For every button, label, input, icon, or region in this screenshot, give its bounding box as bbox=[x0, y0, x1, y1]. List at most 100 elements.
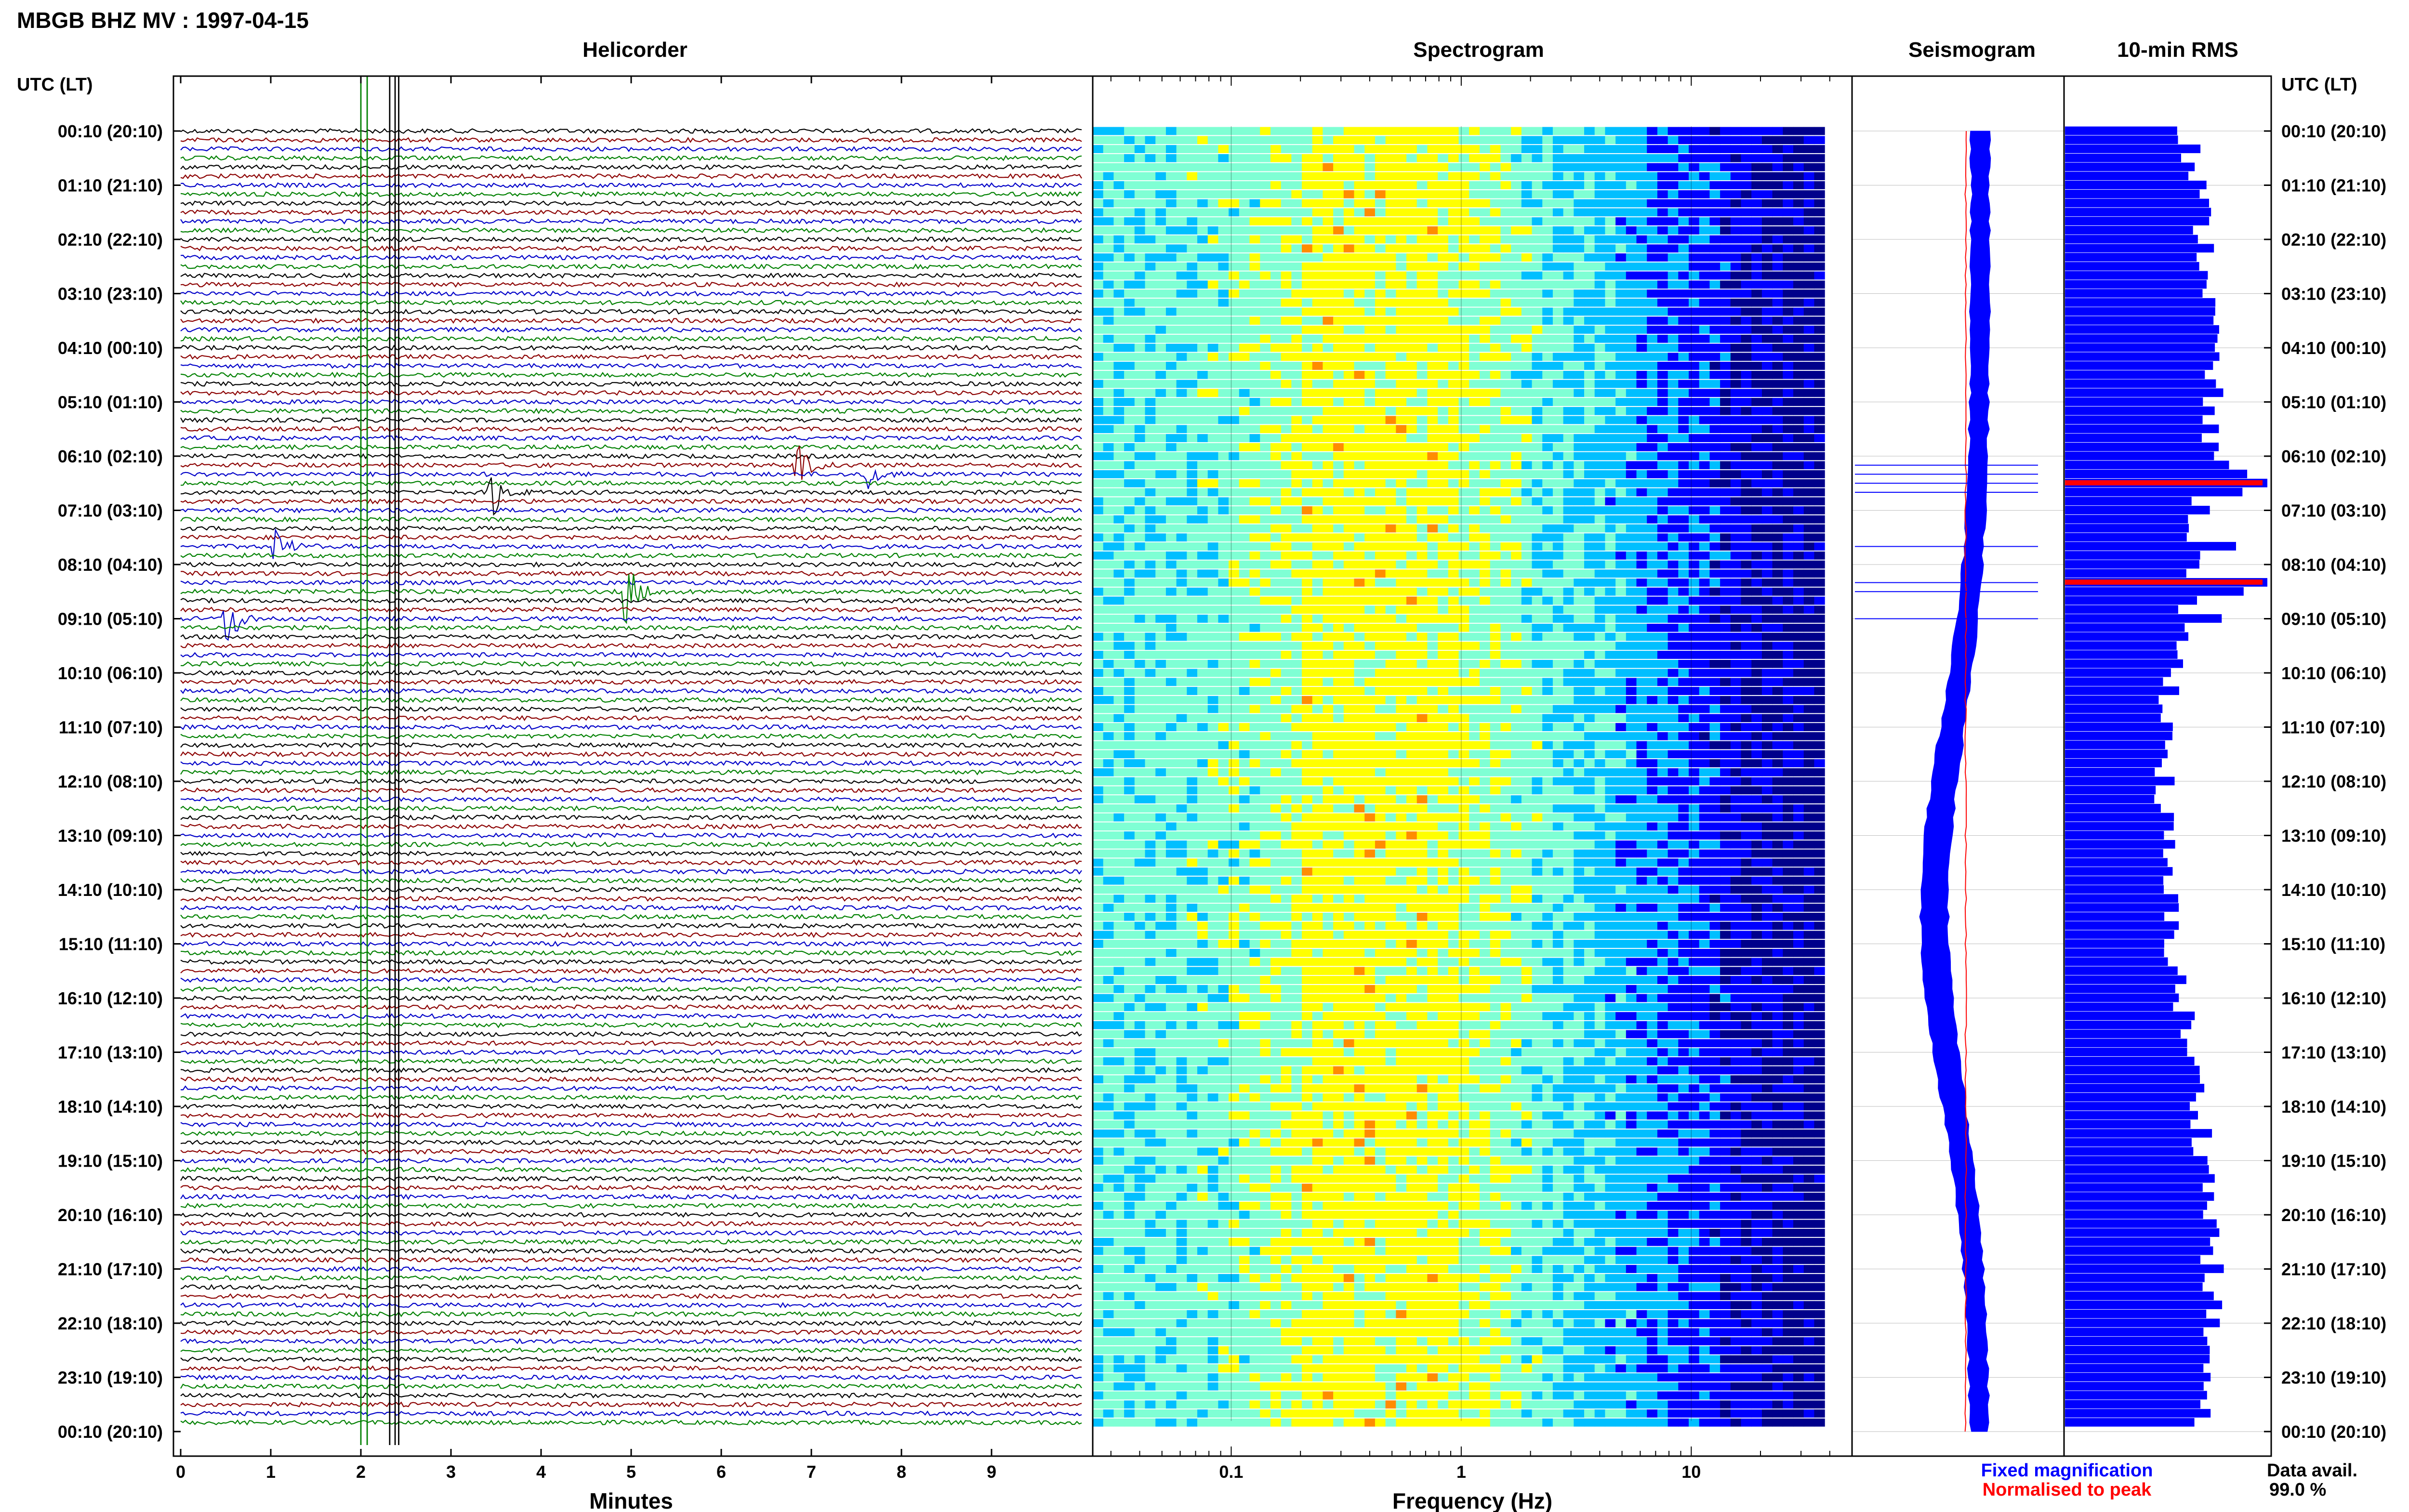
spectrogram-cell bbox=[1385, 678, 1396, 686]
spectrogram-cell bbox=[1783, 190, 1794, 198]
spectrogram-cell bbox=[1636, 244, 1647, 253]
spectrogram-cell bbox=[1385, 479, 1396, 487]
spectrogram-cell bbox=[1678, 461, 1689, 470]
spectrogram-cell bbox=[1343, 470, 1355, 478]
spectrogram-cell bbox=[1333, 226, 1344, 235]
spectrogram-cell bbox=[1291, 380, 1302, 388]
spectrogram-cell bbox=[1229, 515, 1240, 524]
spectrogram-cell bbox=[1343, 172, 1355, 181]
spectrogram-cell bbox=[1197, 669, 1208, 677]
spectrogram-cell bbox=[1741, 389, 1752, 397]
spectrogram-cell bbox=[1155, 506, 1166, 514]
spectrogram-cell bbox=[1720, 696, 1731, 704]
spectrogram-cell bbox=[1207, 488, 1218, 497]
spectrogram-cell bbox=[1730, 163, 1742, 171]
spectrogram-cell bbox=[1396, 334, 1407, 343]
helicorder-trace bbox=[180, 236, 1082, 243]
spectrogram-cell bbox=[1260, 262, 1271, 271]
spectrogram-cell bbox=[1218, 623, 1229, 632]
spectrogram-cell bbox=[1511, 172, 1522, 181]
spectrogram-cell bbox=[1302, 389, 1313, 397]
spectrogram-cell bbox=[1730, 380, 1742, 388]
spectrogram-cell bbox=[1281, 316, 1292, 325]
spectrogram-cell bbox=[1594, 307, 1605, 316]
spectrogram-cell bbox=[1218, 316, 1229, 325]
spectrogram-cell bbox=[1689, 398, 1700, 406]
spectrogram-cell bbox=[1302, 551, 1313, 560]
spectrogram-cell bbox=[1803, 145, 1814, 153]
spectrogram-cell bbox=[1511, 244, 1522, 253]
spectrogram-cell bbox=[1678, 705, 1689, 713]
spectrogram-cell bbox=[1552, 452, 1564, 460]
spectrogram-cell bbox=[1542, 208, 1553, 217]
spectrogram-cell bbox=[1416, 244, 1428, 253]
helicorder-trace bbox=[180, 859, 1082, 866]
spectrogram-cell bbox=[1333, 389, 1344, 397]
spectrogram-cell bbox=[1709, 380, 1721, 388]
spectrogram-cell bbox=[1458, 425, 1469, 434]
spectrogram-cell bbox=[1270, 262, 1282, 271]
spectrogram-cell bbox=[1333, 208, 1344, 217]
spectrogram-cell bbox=[1574, 226, 1585, 235]
spectrogram-cell bbox=[1406, 741, 1417, 749]
spectrogram-cell bbox=[1657, 343, 1668, 352]
spectrogram-cell bbox=[1333, 488, 1344, 497]
spectrogram-cell bbox=[1406, 623, 1417, 632]
spectrogram-cell bbox=[1134, 398, 1146, 406]
spectrogram-cell bbox=[1626, 181, 1637, 189]
spectrogram-cell bbox=[1396, 370, 1407, 379]
spectrogram-cell bbox=[1636, 370, 1647, 379]
spectrogram-cell bbox=[1594, 651, 1605, 659]
spectrogram-cell bbox=[1239, 316, 1250, 325]
spectrogram-cell bbox=[1385, 416, 1396, 424]
spectrogram-cell bbox=[1574, 659, 1585, 668]
spectrogram-cell bbox=[1312, 732, 1323, 740]
spectrogram-cell bbox=[1469, 334, 1480, 343]
spectrogram-cell bbox=[1385, 362, 1396, 370]
spectrogram-cell bbox=[1354, 642, 1365, 650]
spectrogram-cell bbox=[1134, 741, 1146, 749]
spectrogram-cell bbox=[1343, 461, 1355, 470]
spectrogram-cell bbox=[1281, 199, 1292, 208]
spectrogram-cell bbox=[1647, 533, 1658, 542]
spectrogram-cell bbox=[1469, 461, 1480, 470]
spectrogram-cell bbox=[1197, 307, 1208, 316]
helicorder-trace bbox=[180, 697, 1082, 703]
spectrogram-cell bbox=[1354, 334, 1365, 343]
spectrogram-cell bbox=[1145, 190, 1156, 198]
spectrogram-cell bbox=[1416, 579, 1428, 587]
spectrogram-cell bbox=[1751, 136, 1762, 145]
spectrogram-cell bbox=[1532, 506, 1543, 514]
spectrogram-cell bbox=[1480, 632, 1491, 641]
spectrogram-cell bbox=[1270, 208, 1282, 217]
spectrogram-cell bbox=[1354, 172, 1365, 181]
spectrogram-cell bbox=[1103, 370, 1114, 379]
spectrogram-cell bbox=[1281, 389, 1292, 397]
spectrogram-cell bbox=[1354, 542, 1365, 551]
spectrogram-cell bbox=[1375, 551, 1386, 560]
spectrogram-cell bbox=[1270, 253, 1282, 262]
spectrogram-cell bbox=[1229, 316, 1240, 325]
spectrogram-cell bbox=[1678, 470, 1689, 478]
spectrogram-cell bbox=[1783, 407, 1794, 415]
spectrogram-cell bbox=[1197, 659, 1208, 668]
spectrogram-cell bbox=[1636, 741, 1647, 749]
spectrogram-cell bbox=[1270, 488, 1282, 497]
spectrogram-cell bbox=[1124, 235, 1135, 244]
spectrogram-cell bbox=[1605, 497, 1616, 506]
spectrogram-cell bbox=[1385, 642, 1396, 650]
spectrogram-cell bbox=[1615, 632, 1627, 641]
spectrogram-cell bbox=[1783, 659, 1794, 668]
spectrogram-cell bbox=[1364, 551, 1376, 560]
spectrogram-cell bbox=[1281, 298, 1292, 307]
spectrogram-cell bbox=[1814, 605, 1825, 614]
spectrogram-cell bbox=[1134, 244, 1146, 253]
spectrogram-cell bbox=[1793, 407, 1804, 415]
spectrogram-cell bbox=[1134, 642, 1146, 650]
spectrogram-cell bbox=[1761, 253, 1773, 262]
spectrogram-cell bbox=[1458, 316, 1469, 325]
helicorder-trace bbox=[180, 317, 1082, 324]
spectrogram-cell bbox=[1636, 596, 1647, 605]
spectrogram-cell bbox=[1113, 470, 1125, 478]
spectrogram-cell bbox=[1124, 172, 1135, 181]
